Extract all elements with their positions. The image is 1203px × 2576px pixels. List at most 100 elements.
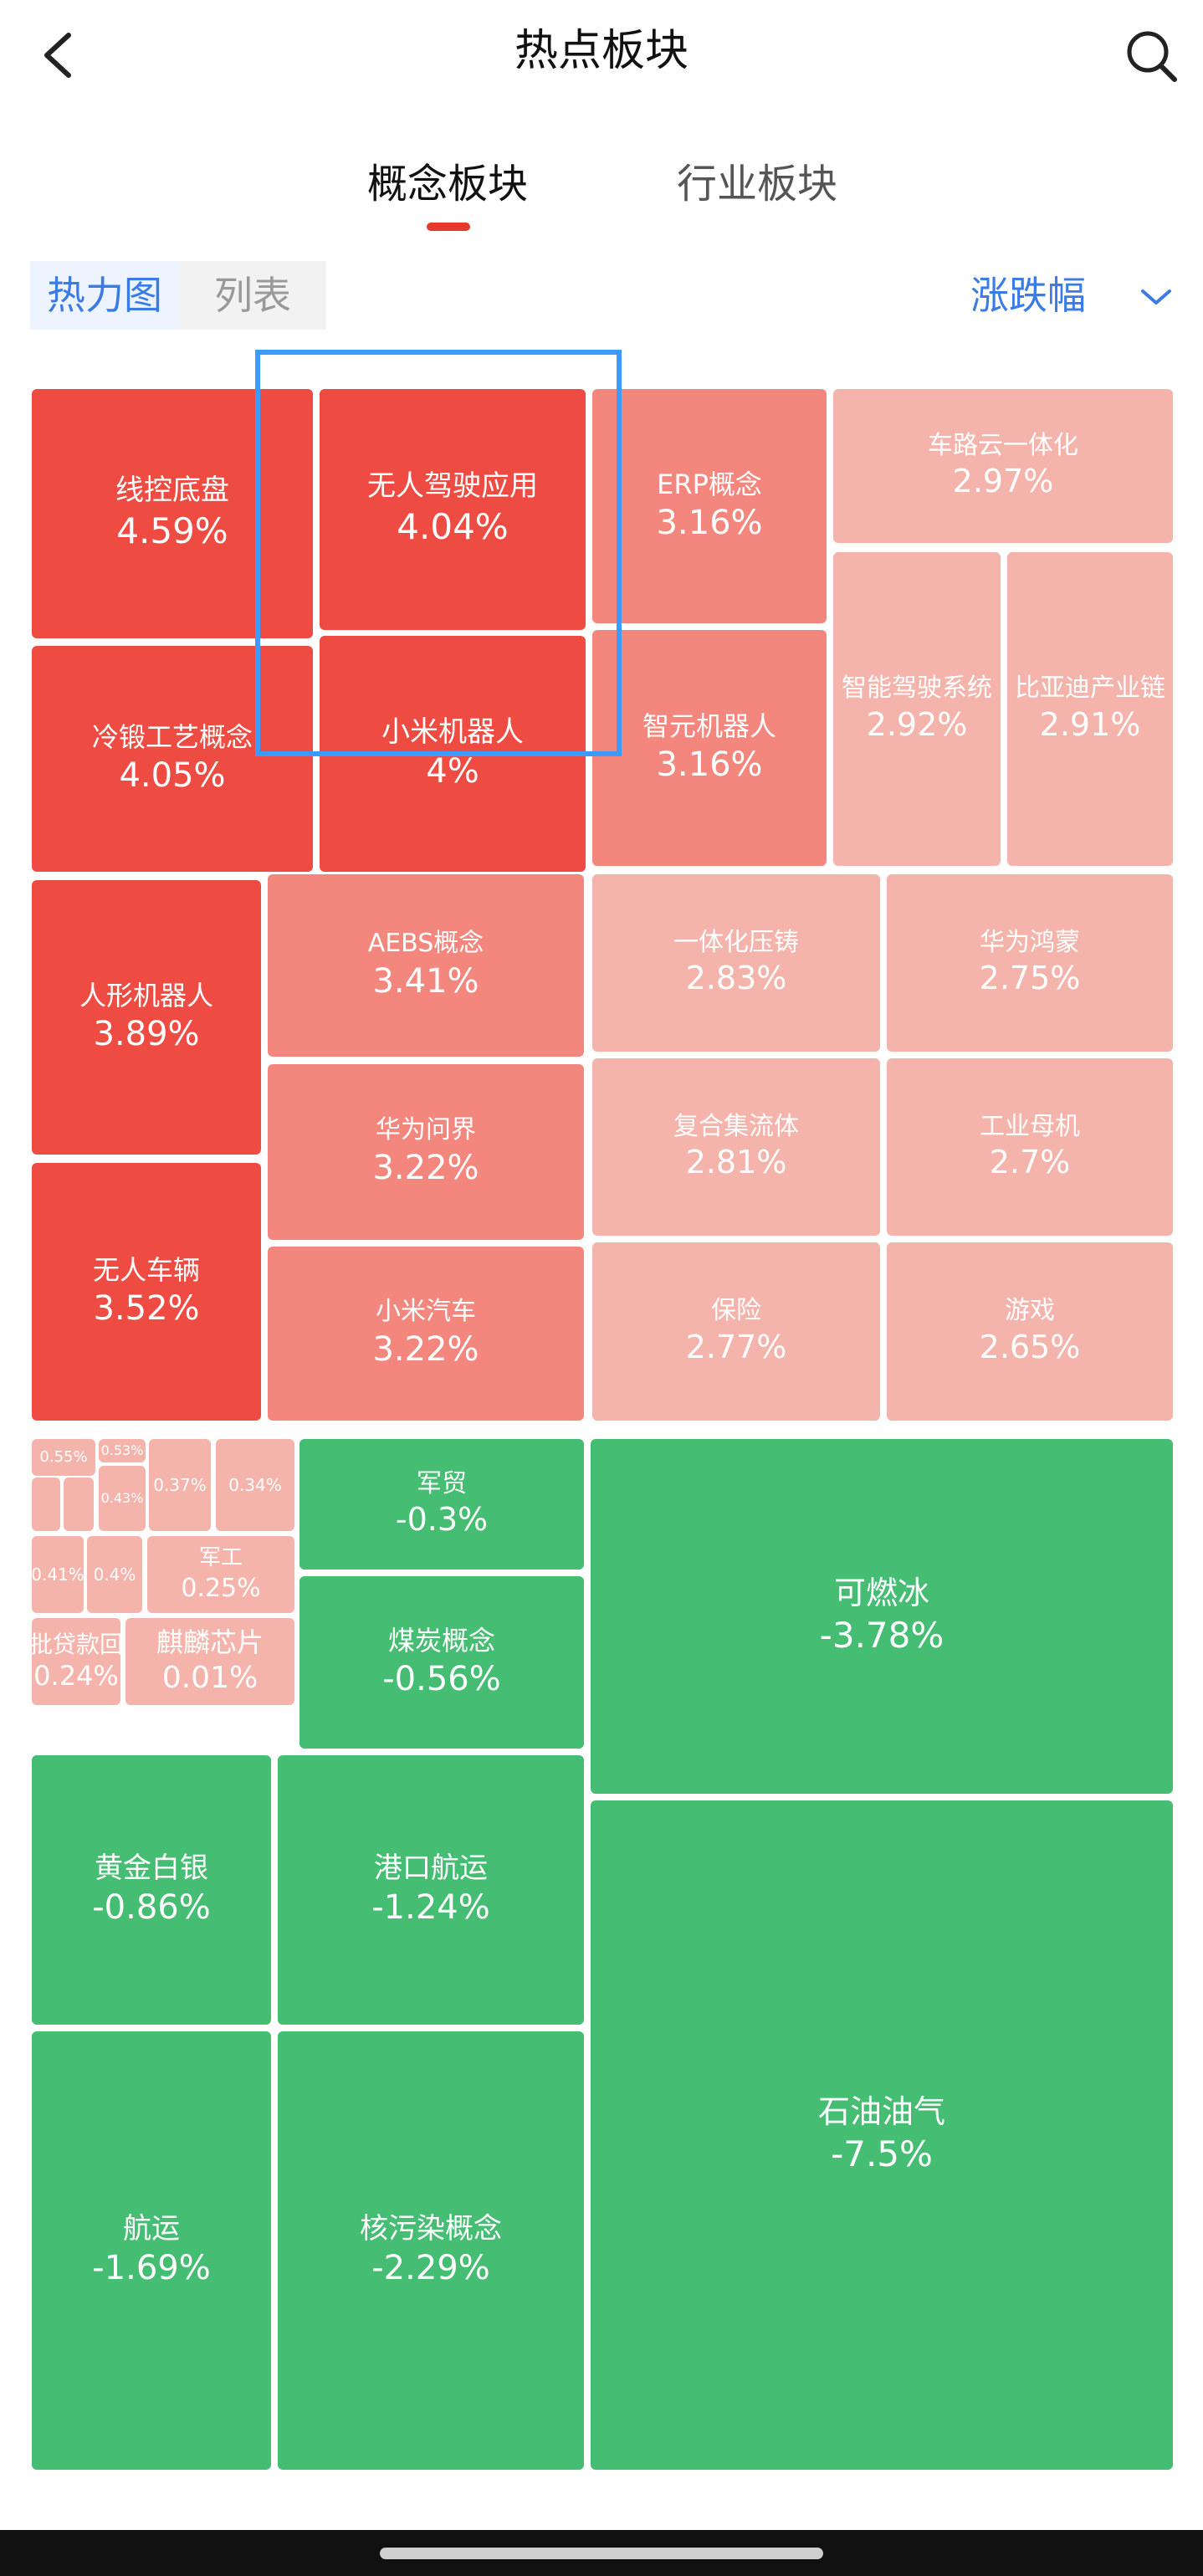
heatmap-tile[interactable]: 比亚迪产业链 2.91% bbox=[1007, 552, 1173, 866]
tile-value: -0.56% bbox=[382, 1660, 501, 1698]
tile-name: 华为问界 bbox=[376, 1115, 476, 1145]
tile-value: -3.78% bbox=[819, 1615, 944, 1657]
tile-value: 3.52% bbox=[93, 1289, 200, 1328]
heatmap-tile[interactable]: 无人驾驶应用 4.04% bbox=[320, 389, 586, 630]
sort-dropdown[interactable]: 涨跌幅 bbox=[970, 273, 1086, 318]
tab-concept[interactable]: 概念板块 bbox=[366, 161, 528, 207]
tile-name: 保险 bbox=[711, 1296, 761, 1326]
tile-name: 复合集流体 bbox=[673, 1111, 799, 1141]
tile-value: 2.65% bbox=[979, 1328, 1081, 1365]
heatmap-view-button[interactable]: 热力图 bbox=[30, 261, 179, 330]
heatmap-tile[interactable]: 批贷款回 0.24% bbox=[32, 1618, 120, 1705]
tile-value: 2.97% bbox=[952, 463, 1054, 500]
tile-value: 2.77% bbox=[685, 1328, 787, 1365]
tile-value: 4% bbox=[426, 752, 479, 791]
heatmap-tile[interactable]: 0.55% bbox=[32, 1439, 95, 1476]
tile-name: 车路云一体化 bbox=[928, 430, 1078, 460]
heatmap-tile[interactable]: 军工 0.25% bbox=[147, 1536, 294, 1613]
tile-name: 冷锻工艺概念 bbox=[91, 721, 253, 753]
heatmap-tile[interactable]: 0.4% bbox=[87, 1536, 142, 1613]
tile-value: 0.34% bbox=[228, 1475, 282, 1495]
tile-name: 一体化压铸 bbox=[673, 927, 799, 957]
list-view-button[interactable]: 列表 bbox=[179, 261, 326, 330]
tile-name: 游戏 bbox=[1005, 1296, 1055, 1326]
tile-value: 2.92% bbox=[866, 705, 968, 743]
search-button[interactable] bbox=[1123, 25, 1181, 84]
heatmap-tile[interactable] bbox=[64, 1477, 94, 1531]
heatmap-tile[interactable]: 线控底盘 4.59% bbox=[32, 389, 313, 638]
heatmap-tile[interactable]: 一体化压铸 2.83% bbox=[592, 874, 880, 1052]
tile-value: 2.7% bbox=[989, 1144, 1071, 1181]
heatmap-tile[interactable]: 军贸 -0.3% bbox=[299, 1439, 584, 1570]
chevron-down-icon[interactable] bbox=[1139, 284, 1173, 310]
tile-name: ERP概念 bbox=[657, 469, 762, 500]
tile-name: 智能驾驶系统 bbox=[842, 673, 992, 704]
tile-name: 线控底盘 bbox=[115, 474, 229, 508]
home-indicator[interactable] bbox=[380, 2548, 823, 2559]
heatmap-tile[interactable] bbox=[32, 1477, 60, 1531]
tile-name: 黄金白银 bbox=[95, 1851, 208, 1885]
heatmap-tile[interactable]: 0.34% bbox=[216, 1439, 294, 1531]
heatmap-tile[interactable]: 小米汽车 3.22% bbox=[268, 1247, 584, 1421]
heatmap-tile[interactable]: 0.41% bbox=[32, 1536, 84, 1613]
tile-name: 智元机器人 bbox=[642, 710, 776, 742]
tile-value: 0.4% bbox=[93, 1565, 136, 1585]
tile-value: 4.04% bbox=[397, 505, 509, 547]
tile-value: 3.22% bbox=[372, 1148, 479, 1187]
tile-value: 4.05% bbox=[119, 756, 226, 795]
heatmap-tile[interactable]: 智元机器人 3.16% bbox=[592, 630, 827, 866]
heatmap-tile[interactable]: 石油油气 -7.5% bbox=[591, 1800, 1173, 2470]
heatmap-tile[interactable]: 0.43% bbox=[99, 1466, 146, 1531]
tile-name: 军贸 bbox=[417, 1468, 467, 1498]
heatmap-tile[interactable]: ERP概念 3.16% bbox=[592, 389, 827, 623]
heatmap-tile[interactable]: 黄金白银 -0.86% bbox=[32, 1755, 271, 2025]
tile-name: 小米汽车 bbox=[376, 1297, 476, 1327]
heatmap-tile[interactable]: 航运 -1.69% bbox=[32, 2031, 271, 2470]
tile-value: 2.81% bbox=[685, 1144, 787, 1181]
search-icon bbox=[1127, 31, 1177, 82]
tile-name: 小米机器人 bbox=[381, 714, 524, 749]
tile-value: 0.37% bbox=[153, 1475, 207, 1495]
heatmap-tile[interactable]: AEBS概念 3.41% bbox=[268, 874, 584, 1057]
tile-value: 0.55% bbox=[39, 1448, 88, 1467]
tile-name: 军工 bbox=[198, 1545, 243, 1571]
tile-value: 2.91% bbox=[1039, 705, 1141, 743]
heatmap-tile[interactable]: 小米机器人 4% bbox=[320, 636, 586, 872]
tile-value: 0.01% bbox=[161, 1660, 259, 1695]
tile-value: 3.16% bbox=[656, 504, 763, 542]
active-tab-indicator bbox=[427, 223, 470, 231]
tile-value: 3.89% bbox=[93, 1015, 200, 1053]
heatmap-tile[interactable]: 煤炭概念 -0.56% bbox=[299, 1576, 584, 1749]
tile-value: 2.75% bbox=[979, 960, 1081, 997]
heatmap-tile[interactable]: 车路云一体化 2.97% bbox=[833, 389, 1173, 543]
tile-value: 0.43% bbox=[100, 1489, 144, 1506]
tile-value: -1.69% bbox=[92, 2249, 211, 2288]
tile-name: 核污染概念 bbox=[360, 2211, 502, 2246]
heatmap-tile[interactable]: 智能驾驶系统 2.92% bbox=[833, 552, 1001, 866]
tile-name: 煤炭概念 bbox=[387, 1625, 495, 1657]
tile-name: 石油油气 bbox=[817, 2092, 945, 2130]
heatmap-tile[interactable]: 核污染概念 -2.29% bbox=[278, 2031, 584, 2470]
tile-name: 无人驾驶应用 bbox=[367, 469, 538, 504]
heatmap-tile[interactable]: 华为问界 3.22% bbox=[268, 1064, 584, 1240]
tile-name: AEBS概念 bbox=[367, 929, 484, 959]
heatmap-tile[interactable]: 麒麟芯片 0.01% bbox=[125, 1618, 294, 1705]
heatmap-tile[interactable]: 保险 2.77% bbox=[592, 1242, 880, 1421]
tile-name: 无人车辆 bbox=[92, 1254, 200, 1286]
heatmap-tile[interactable]: 工业母机 2.7% bbox=[887, 1058, 1173, 1236]
tile-value: -0.86% bbox=[92, 1888, 211, 1928]
heatmap-tile[interactable]: 游戏 2.65% bbox=[887, 1242, 1173, 1421]
heatmap-tile[interactable]: 华为鸿蒙 2.75% bbox=[887, 874, 1173, 1052]
heatmap-tile[interactable]: 无人车辆 3.52% bbox=[32, 1163, 261, 1421]
heatmap-tile[interactable]: 人形机器人 3.89% bbox=[32, 880, 261, 1155]
heatmap-tile[interactable]: 0.37% bbox=[149, 1439, 211, 1531]
back-button[interactable] bbox=[33, 25, 84, 84]
heatmap-tile[interactable]: 港口航运 -1.24% bbox=[278, 1755, 584, 2025]
heatmap-tile[interactable]: 0.53% bbox=[99, 1439, 146, 1462]
tile-value: -1.24% bbox=[371, 1888, 490, 1928]
heatmap-tile[interactable]: 可燃冰 -3.78% bbox=[591, 1439, 1173, 1794]
tile-name: 航运 bbox=[123, 2211, 180, 2246]
heatmap-tile[interactable]: 复合集流体 2.81% bbox=[592, 1058, 880, 1236]
heatmap-tile[interactable]: 冷锻工艺概念 4.05% bbox=[32, 646, 313, 872]
tab-industry[interactable]: 行业板块 bbox=[676, 161, 837, 207]
